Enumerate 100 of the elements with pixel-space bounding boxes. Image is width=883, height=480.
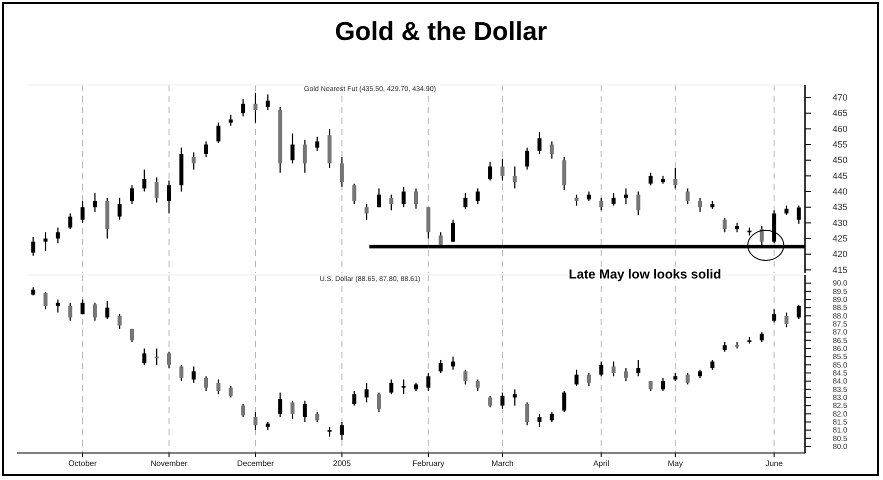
y-tick-label: 420: [832, 249, 848, 260]
candlestick: [599, 197, 604, 211]
x-tick-label: November: [150, 459, 188, 468]
candlestick: [698, 197, 702, 212]
candlestick: [512, 388, 517, 406]
candlestick: [92, 302, 97, 322]
y-tick-label: 470: [832, 92, 848, 103]
candlestick: [438, 359, 443, 374]
candlestick: [352, 183, 356, 205]
candlestick: [660, 377, 665, 392]
candlestick: [105, 300, 110, 320]
candlestick: [253, 92, 258, 124]
candlestick: [488, 161, 492, 182]
x-tick-label: October: [68, 459, 98, 468]
candlestick: [537, 131, 542, 155]
candlestick: [315, 412, 320, 423]
x-tick-label: March: [491, 459, 514, 468]
candlestick: [204, 140, 208, 158]
candlestick: [624, 367, 628, 382]
candlestick: [315, 136, 320, 152]
y-tick-label: 455: [832, 140, 848, 150]
candlestick: [784, 205, 788, 216]
candlestick: [192, 366, 196, 384]
candlestick: [56, 226, 60, 244]
candlestick: [796, 304, 801, 320]
candlestick: [302, 400, 307, 423]
candlestick: [537, 413, 542, 428]
candlestick: [636, 359, 640, 377]
candlestick: [328, 426, 332, 438]
y-tick-label: 430: [832, 218, 848, 228]
y-tick-label: 465: [832, 108, 848, 118]
candlestick: [612, 192, 616, 206]
candlestick: [525, 402, 530, 426]
annotation: Late May low looks solid: [568, 266, 722, 282]
candlestick: [167, 180, 172, 214]
candlestick: [612, 360, 616, 377]
candlestick: [476, 188, 480, 205]
y-tick-label: 445: [832, 170, 848, 181]
candlestick: [574, 194, 579, 206]
candlestick: [562, 390, 566, 413]
candlestick: [722, 218, 727, 233]
y-tick-label: 450: [832, 155, 848, 166]
candlestick: [154, 348, 159, 366]
candlestick: [228, 385, 233, 398]
candlestick: [290, 132, 295, 164]
x-tick-label: May: [668, 459, 683, 468]
candlestick: [68, 302, 72, 322]
candlestick: [710, 359, 714, 370]
x-tick-label: February: [412, 459, 444, 468]
candlestick: [302, 139, 307, 174]
chart-title: Gold & the Dollar: [334, 16, 548, 46]
candlestick: [389, 194, 394, 211]
candlestick: [636, 190, 640, 216]
candlestick: [340, 421, 344, 441]
candlestick: [364, 382, 369, 403]
y-tick-label: 415: [832, 264, 848, 275]
candlestick: [241, 403, 246, 418]
candlestick: [142, 169, 146, 192]
candlestick: [550, 412, 554, 423]
candlestick: [550, 140, 554, 160]
candlestick: [648, 172, 653, 186]
candlestick: [92, 192, 97, 212]
candlestick: [500, 158, 504, 182]
candlestick: [278, 392, 282, 418]
candlestick: [784, 312, 788, 328]
candlestick: [574, 369, 579, 387]
candlestick: [673, 167, 678, 189]
candlestick: [686, 188, 690, 205]
candlestick: [376, 188, 381, 208]
candlestick: [154, 176, 159, 204]
candlestick: [476, 378, 480, 392]
candlestick: [130, 328, 134, 343]
candlestick: [463, 192, 468, 210]
candlestick: [68, 212, 72, 230]
candlestick: [80, 298, 85, 315]
candlestick: [216, 122, 220, 144]
candlestick: [352, 390, 356, 406]
candlestick: [586, 372, 591, 387]
candlestick: [130, 184, 134, 205]
candlestick: [760, 332, 764, 343]
candlestick: [772, 308, 776, 323]
candlestick: [118, 314, 122, 330]
x-tick-label: December: [237, 459, 274, 468]
candlestick: [402, 378, 406, 395]
candlestick: [44, 292, 48, 310]
x-tick-label: June: [765, 459, 784, 468]
candlestick: [142, 348, 146, 366]
candlestick: [525, 147, 530, 170]
candlestick: [512, 166, 517, 189]
candlestick: [56, 298, 60, 314]
candlestick: [167, 351, 172, 369]
candlestick: [290, 400, 295, 420]
candlestick: [426, 372, 430, 392]
candlestick: [414, 188, 418, 210]
y-tick-label: 425: [832, 234, 848, 244]
candlestick: [340, 156, 344, 188]
candlestick: [216, 378, 220, 395]
candlestick: [500, 392, 504, 410]
candlestick: [722, 341, 727, 352]
candlestick: [192, 152, 196, 170]
